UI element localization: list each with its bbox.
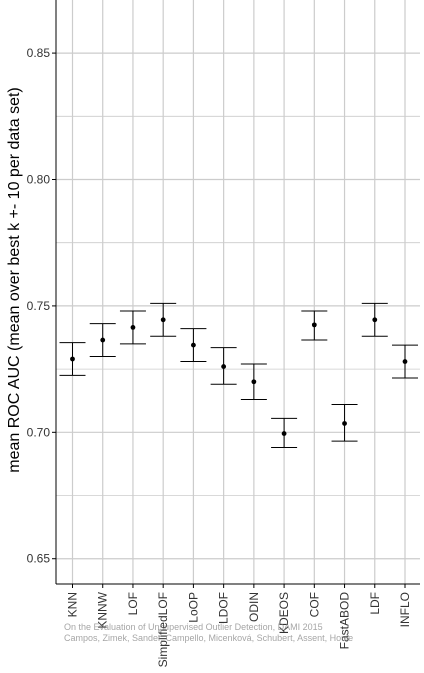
mean-point <box>402 359 408 364</box>
error-bar <box>301 310 328 341</box>
watermark-line-2: Campos, Zimek, Sander, Campello, Micenko… <box>64 633 353 643</box>
mean-point <box>130 324 136 330</box>
x-tick-label: SimplifiedLOF <box>156 592 170 667</box>
x-tick-label: KNN <box>66 592 80 617</box>
grid-lines <box>56 0 420 584</box>
y-tick-label: 0.65 <box>27 552 51 566</box>
error-bar <box>361 302 388 337</box>
error-bars <box>59 302 418 448</box>
y-tick-label: 0.80 <box>27 172 51 186</box>
error-bar <box>210 347 237 385</box>
mean-point <box>160 317 166 323</box>
mean-point <box>342 421 347 426</box>
axes <box>55 0 420 585</box>
error-bar <box>89 323 116 357</box>
mean-point <box>191 342 196 348</box>
error-bar <box>150 302 177 337</box>
y-tick-label: 0.85 <box>27 46 51 60</box>
error-bar <box>240 363 267 400</box>
x-tick-label: FastABOD <box>338 592 352 650</box>
x-tick-label: INFLO <box>398 592 412 627</box>
error-bar <box>180 328 207 363</box>
x-tick-label: LDOF <box>217 592 231 624</box>
mean-point <box>251 379 257 385</box>
error-bar <box>119 310 146 345</box>
error-bar <box>331 404 358 442</box>
mean-point <box>70 356 75 362</box>
mean-point <box>221 364 227 369</box>
error-bar <box>59 342 86 376</box>
mean-point <box>372 317 378 323</box>
x-tick-labels: KNN KNNW LOF SimplifiedLOF LoOP LDOF ODIN KDEOS… <box>66 591 413 667</box>
x-tick-label: LDF <box>368 592 382 615</box>
x-tick-label: KNNW <box>96 591 110 628</box>
mean-point <box>100 337 106 343</box>
y-tick-label: 0.75 <box>27 299 51 313</box>
mean-point <box>281 431 287 436</box>
x-tick-label: LoOP <box>186 592 200 623</box>
tick-marks <box>52 52 406 588</box>
x-tick-label: ODIN <box>247 592 261 622</box>
x-tick-label: COF <box>307 592 321 617</box>
y-tick-labels: 0.65 0.70 0.75 0.80 0.85 <box>27 46 51 566</box>
y-axis-label: mean ROC AUC (mean over best k +- 10 per… <box>6 87 23 473</box>
error-bar <box>271 417 298 448</box>
watermark-line-1: On the Evaluation of Unsupervised Outlie… <box>64 622 323 632</box>
x-tick-label: LOF <box>126 592 140 615</box>
error-bar <box>392 344 418 379</box>
x-tick-label: KDEOS <box>277 592 291 634</box>
y-tick-label: 0.70 <box>27 425 51 439</box>
mean-point <box>311 322 317 328</box>
